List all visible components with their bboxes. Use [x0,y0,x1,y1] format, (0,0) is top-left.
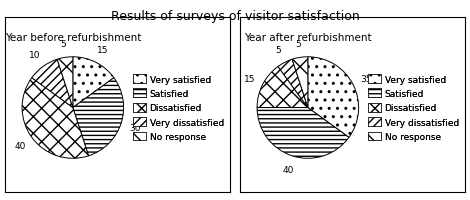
Title: Year before refurbishment: Year before refurbishment [5,33,141,43]
Wedge shape [22,78,88,159]
Wedge shape [73,78,124,156]
Text: Results of surveys of visitor satisfaction: Results of surveys of visitor satisfacti… [110,10,360,23]
Legend: Very satisfied, Satisfied, Dissatisfied, Very dissatisfied, No response: Very satisfied, Satisfied, Dissatisfied,… [131,72,227,144]
Text: 40: 40 [282,165,293,174]
Wedge shape [32,60,73,108]
Wedge shape [73,57,114,108]
Wedge shape [292,57,308,108]
Text: 10: 10 [29,51,40,60]
Text: 15: 15 [244,74,256,83]
Text: 5: 5 [295,40,300,49]
Wedge shape [257,108,349,159]
Title: Year after refurbishment: Year after refurbishment [244,33,372,43]
Wedge shape [308,57,359,138]
Text: 5: 5 [60,40,65,49]
Text: 5: 5 [275,46,281,55]
Wedge shape [257,67,308,108]
Wedge shape [278,60,308,108]
Text: 40: 40 [15,142,26,150]
Legend: Very satisfied, Satisfied, Dissatisfied, Very dissatisfied, No response: Very satisfied, Satisfied, Dissatisfied,… [366,72,462,144]
Wedge shape [57,57,73,108]
Text: 30: 30 [129,124,141,132]
Text: 35: 35 [360,74,371,83]
Text: 15: 15 [97,46,108,55]
